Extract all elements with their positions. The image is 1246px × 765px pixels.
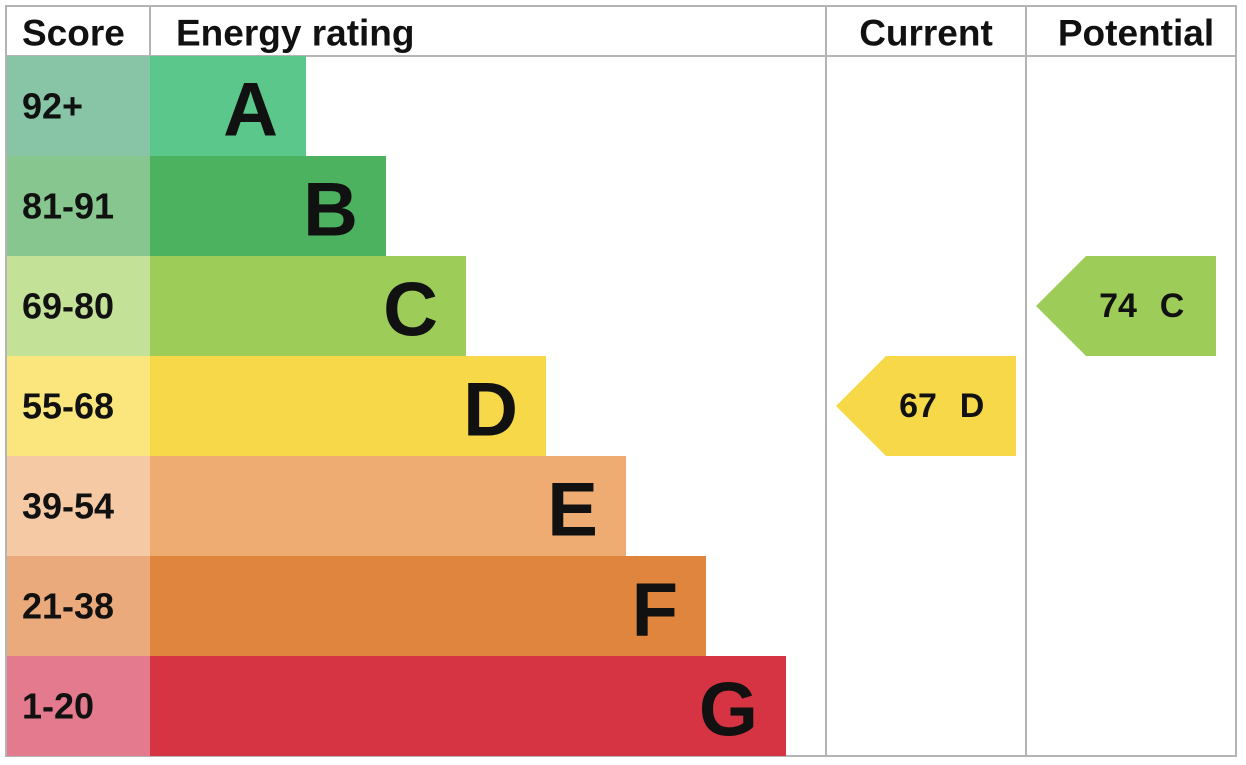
score-cell — [7, 356, 150, 456]
score-range: 21-38 — [22, 586, 114, 627]
band-letter: B — [303, 168, 358, 253]
score-cell — [7, 56, 150, 156]
rating-bar — [150, 456, 626, 556]
current-score: 67 — [899, 387, 937, 425]
header-rating: Energy rating — [176, 13, 415, 54]
score-cell — [7, 156, 150, 256]
potential-arrow — [1036, 256, 1216, 356]
score-cell — [7, 256, 150, 356]
score-cell — [7, 556, 150, 656]
score-range: 92+ — [22, 86, 83, 127]
current-band: D — [960, 387, 985, 425]
current-arrow — [836, 356, 1016, 456]
rating-bar — [150, 356, 546, 456]
band-letter: F — [632, 568, 678, 653]
potential-band: C — [1160, 287, 1185, 325]
band-letter: E — [547, 468, 598, 553]
score-cell — [7, 456, 150, 556]
band-letter: A — [223, 68, 278, 153]
rating-bar — [150, 656, 786, 756]
score-range: 55-68 — [22, 386, 114, 427]
potential-score: 74 — [1099, 287, 1137, 325]
band-letter: D — [463, 368, 518, 453]
rating-bar — [150, 256, 466, 356]
rating-bar — [150, 156, 386, 256]
rating-bar — [150, 556, 706, 656]
score-cell — [7, 656, 150, 756]
score-range: 81-91 — [22, 186, 114, 227]
header-score: Score — [22, 13, 125, 54]
rating-bar — [150, 56, 306, 156]
header-potential: Potential — [1058, 13, 1214, 54]
score-range: 69-80 — [22, 286, 114, 327]
band-letter: C — [383, 268, 438, 353]
score-range: 1-20 — [22, 686, 94, 727]
band-letter: G — [699, 668, 758, 753]
header-current: Current — [859, 13, 993, 54]
score-range: 39-54 — [22, 486, 114, 527]
